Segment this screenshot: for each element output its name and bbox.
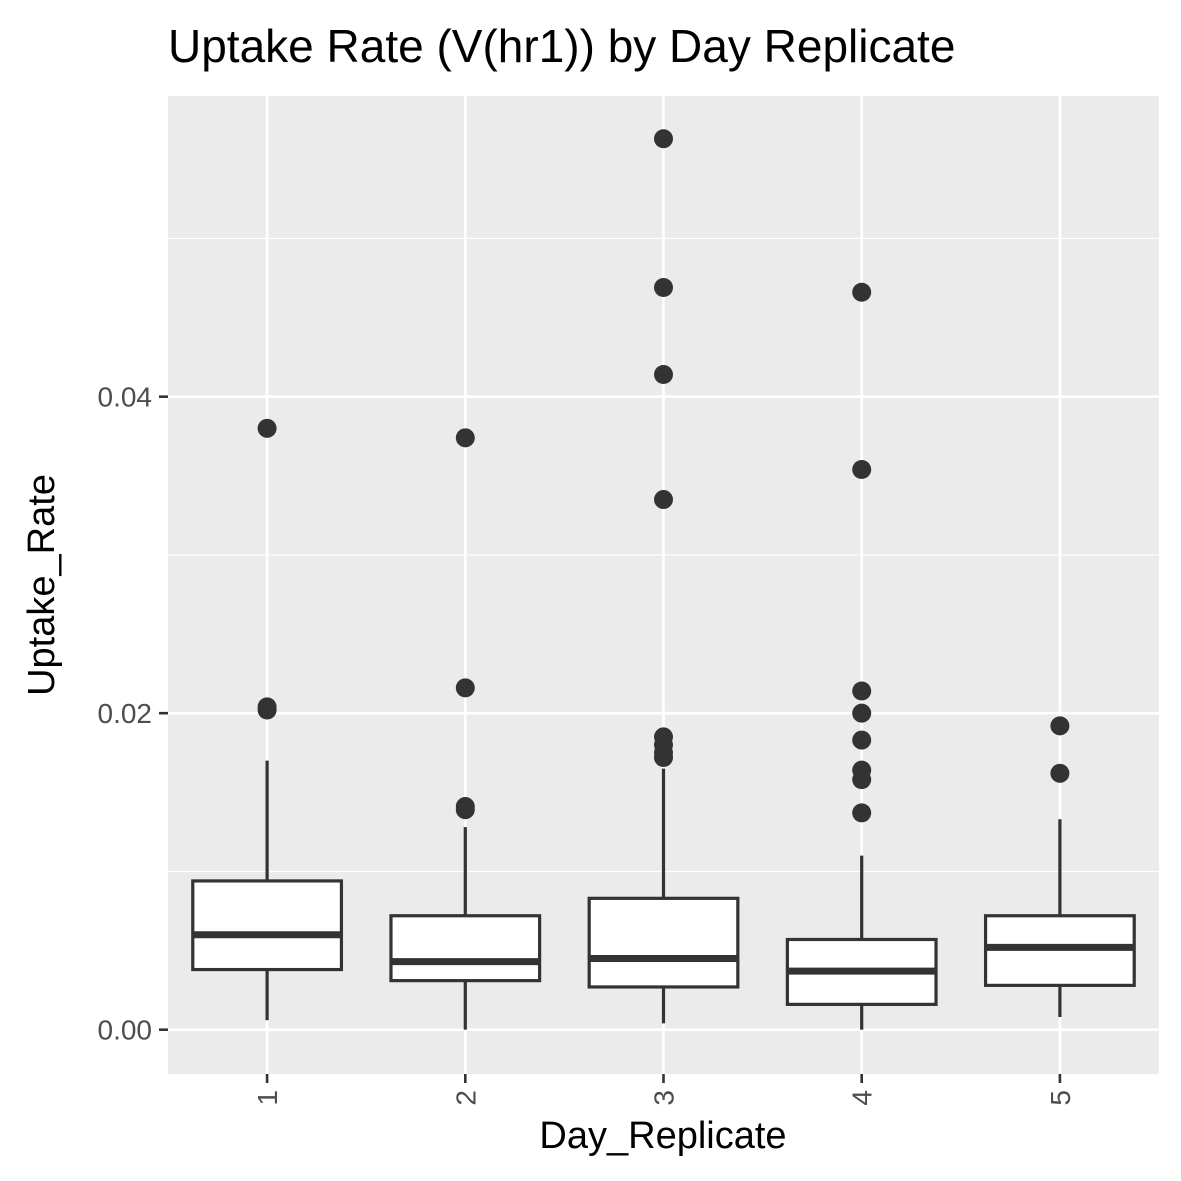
x-tick-label: 2: [450, 1090, 481, 1106]
chart-title: Uptake Rate (V(hr1)) by Day Replicate: [168, 20, 955, 72]
outlier-point: [654, 129, 673, 149]
x-axis: 1 2 3 4 5: [252, 1074, 1076, 1106]
x-tick-label: 5: [1045, 1090, 1076, 1106]
outlier-point: [257, 418, 277, 438]
y-tick-label: 0.02: [98, 698, 153, 729]
y-tick-label: 0.04: [98, 382, 153, 413]
outlier-point: [852, 803, 872, 823]
boxplot-2: [389, 428, 542, 1030]
y-axis-title: Uptake_Rate: [21, 474, 63, 696]
outlier-point: [852, 730, 872, 750]
outlier-point: [1050, 763, 1070, 783]
outlier-point: [455, 678, 475, 698]
boxplot-1: [191, 418, 344, 1021]
box: [587, 896, 740, 989]
y-tick-label: 0.00: [98, 1015, 153, 1046]
outlier-point: [654, 277, 673, 297]
outlier-point: [455, 428, 475, 448]
outlier-point: [1050, 716, 1070, 736]
outlier-point: [852, 770, 872, 790]
boxplot-5: [983, 716, 1136, 1018]
outlier-point: [852, 681, 872, 701]
boxplot-4: [785, 282, 938, 1030]
boxplots: [191, 129, 1136, 1030]
x-tick-label: 3: [649, 1090, 680, 1106]
box: [389, 914, 542, 983]
outlier-point: [852, 703, 872, 723]
outlier-point: [852, 459, 872, 479]
outlier-point: [654, 490, 673, 510]
outlier-point: [654, 747, 673, 767]
y-axis: 0.00 0.02 0.04: [98, 382, 168, 1046]
x-tick-label: 4: [847, 1090, 878, 1106]
outlier-point: [455, 800, 475, 820]
boxplot-3: [587, 129, 740, 1024]
outlier-point: [257, 700, 277, 720]
outlier-point: [654, 365, 673, 385]
x-tick-label: 1: [252, 1090, 283, 1106]
x-axis-title: Day_Replicate: [539, 1115, 786, 1157]
box: [191, 879, 344, 972]
outlier-point: [852, 282, 872, 302]
